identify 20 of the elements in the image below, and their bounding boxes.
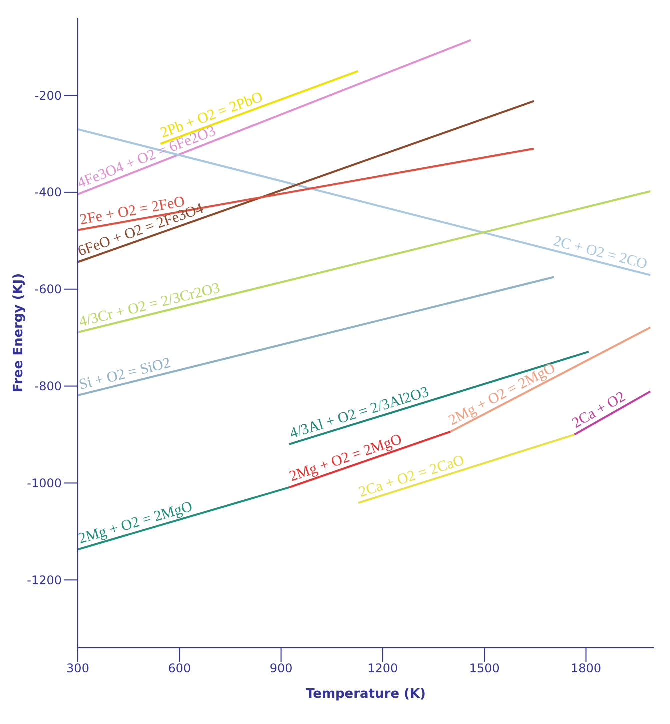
x-tick-label: 300 <box>66 662 90 676</box>
y-tick-label: -800 <box>34 380 62 394</box>
x-tick-label: 1500 <box>469 662 500 676</box>
text: Si + O2 = SiO2 <box>78 355 172 394</box>
x-axis-title: Temperature (K) <box>306 687 426 702</box>
x-tick-label: 1200 <box>368 662 398 676</box>
y-tick-label: -600 <box>34 282 62 297</box>
text: 4/3Cr + O2 = 2/3Cr2O3 <box>78 280 222 331</box>
x-tick-label: 1800 <box>570 662 602 676</box>
y-axis-title: Free Energy (KJ) <box>12 273 27 393</box>
x-tick-label: 900 <box>270 662 293 676</box>
text: 2Mg + O2 = 2MgO <box>77 498 195 548</box>
y-tick-label: -200 <box>34 88 62 103</box>
text: 2C + O2 = 2CO <box>552 234 650 273</box>
y-tick-label: -400 <box>34 186 62 200</box>
x-tick-label: 600 <box>168 662 192 676</box>
y-tick-label: -1200 <box>27 573 62 588</box>
text: 2Ca + O2 <box>570 389 629 432</box>
y-tick-label: -1000 <box>27 476 62 490</box>
text: 2Mg + O2 = 2MgO <box>446 360 558 430</box>
